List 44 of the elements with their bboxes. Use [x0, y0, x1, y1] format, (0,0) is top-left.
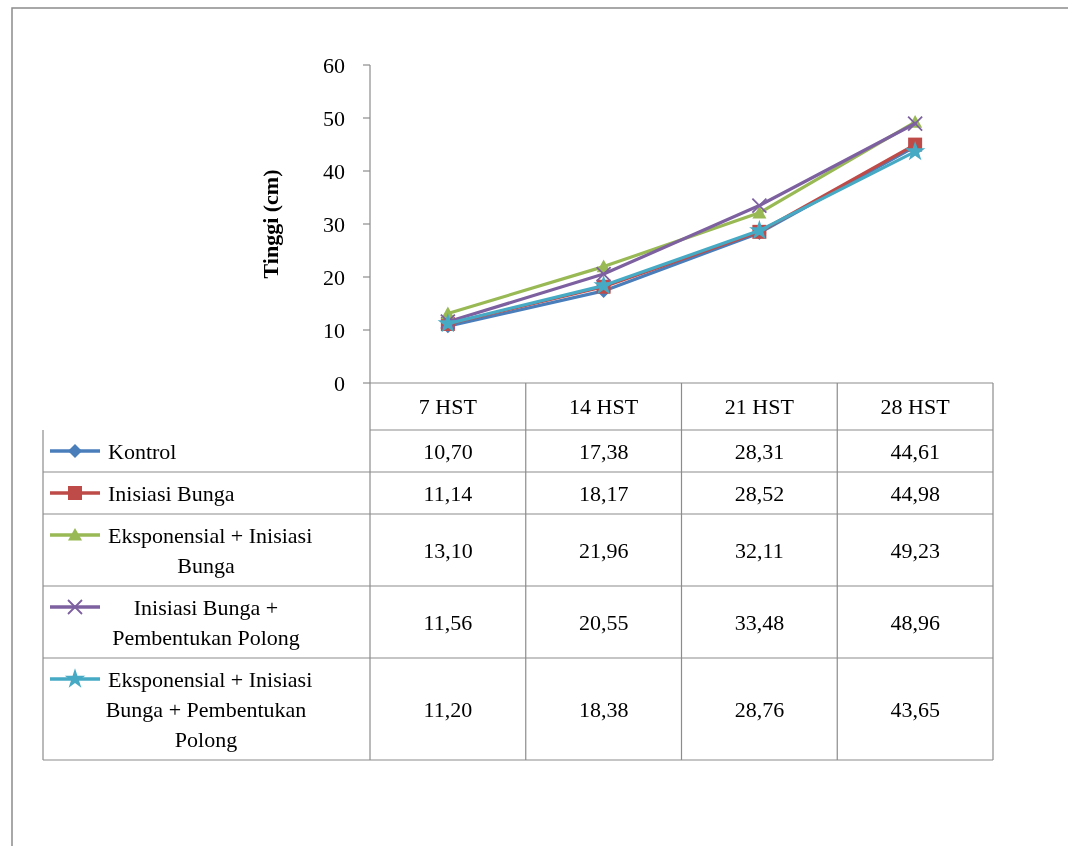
point	[593, 274, 614, 295]
data-label: 11,14	[423, 480, 473, 506]
y-tick-label: 20	[323, 264, 345, 290]
y-tick-label: 60	[323, 52, 345, 78]
data-label: 18,17	[578, 480, 629, 506]
data-label: 44,61	[890, 438, 940, 464]
data-label: 11,56	[423, 609, 473, 635]
y-tick-label: 30	[323, 211, 345, 237]
x-tick-label: 14 HST	[569, 394, 639, 420]
data-label: 48,96	[890, 609, 940, 635]
point	[595, 266, 612, 282]
y-tick-label: 50	[323, 105, 345, 131]
data-label: 17,38	[578, 438, 629, 464]
y-tick-label: 0	[334, 370, 345, 396]
data-label: 33,48	[734, 609, 785, 635]
data-label: 18,38	[578, 696, 629, 722]
data-label: 43,65	[890, 696, 940, 722]
legend-label: Eksponensial + Inisiasi Bunga + Pembentukan Polong	[105, 666, 313, 752]
legend-label: Inisiasi Bunga	[108, 480, 235, 506]
data-label: 10,70	[423, 438, 473, 464]
data-label: 49,23	[890, 537, 940, 563]
data-label: 20,55	[578, 609, 629, 635]
legend-label: Kontrol	[108, 438, 177, 464]
legend-label: Inisiasi Bunga + Pembentukan Polong	[112, 594, 300, 650]
y-tick-label: 10	[323, 317, 345, 343]
data-label: 28,76	[734, 696, 785, 722]
point	[904, 140, 926, 161]
data-label: 28,31	[734, 438, 785, 464]
data-label: 13,10	[423, 537, 473, 563]
point	[752, 205, 767, 219]
data-label: 44,98	[890, 480, 940, 506]
point	[751, 197, 768, 214]
x-tick-label: 21 HST	[724, 394, 795, 420]
data-label: 21,96	[578, 537, 629, 563]
data-label: 28,52	[734, 480, 785, 506]
data-label: 11,20	[423, 696, 473, 722]
legend-label: Eksponensial + Inisiasi Bunga	[108, 522, 313, 578]
point	[749, 219, 770, 240]
x-tick-label: 28 HST	[880, 394, 951, 420]
point	[907, 115, 924, 132]
data-label: 32,11	[735, 537, 784, 563]
y-axis-title: Tinggi (cm)	[258, 169, 283, 279]
x-tick-label: 7 HST	[418, 394, 478, 420]
y-tick-label: 40	[323, 158, 345, 184]
